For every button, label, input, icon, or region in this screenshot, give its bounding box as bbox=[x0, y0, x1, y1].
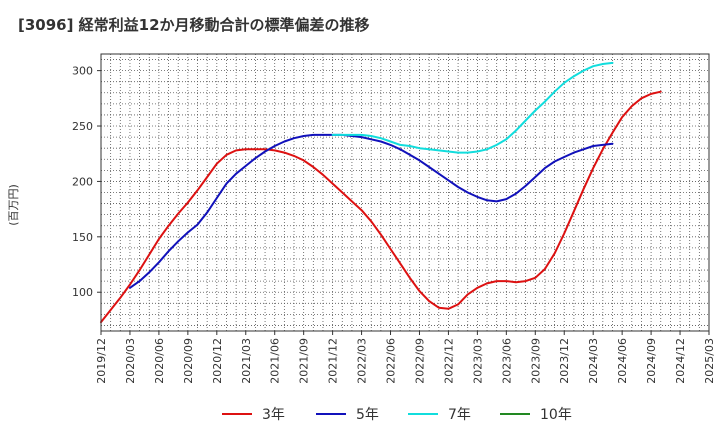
x-tick-label: 2022/09 bbox=[413, 338, 426, 384]
legend-label-3: 7年 bbox=[448, 407, 471, 423]
y-tick-label: 200 bbox=[72, 175, 93, 188]
y-tick-label: 100 bbox=[72, 286, 93, 299]
x-tick-label: 2024/12 bbox=[674, 338, 687, 384]
series-line-3 bbox=[331, 61, 614, 154]
x-tick-label: 2021/06 bbox=[269, 338, 282, 384]
legend-label-1: 3年 bbox=[262, 407, 285, 423]
chart-title: [3096] 経常利益12か月移動合計の標準偏差の推移 bbox=[18, 16, 370, 34]
plot-area-frame bbox=[100, 53, 710, 332]
x-tick-label: 2024/03 bbox=[587, 338, 600, 384]
series-lines bbox=[100, 61, 662, 324]
y-tick-label: 300 bbox=[72, 65, 93, 78]
x-tick-label: 2021/03 bbox=[240, 338, 253, 384]
x-tick-label: 2022/12 bbox=[442, 338, 455, 384]
x-tick-label: 2023/09 bbox=[529, 338, 542, 384]
x-tick-label: 2021/12 bbox=[327, 338, 340, 384]
x-tick-label: 2023/03 bbox=[471, 338, 484, 384]
x-tick-label: 2022/06 bbox=[385, 338, 398, 384]
x-tick-label: 2024/09 bbox=[645, 338, 658, 384]
legend-label-4: 10年 bbox=[540, 407, 572, 423]
x-tick-label: 2019/12 bbox=[95, 338, 108, 384]
y-tick-label: 250 bbox=[72, 120, 93, 133]
y-axis-label: (百万円) bbox=[7, 184, 20, 226]
x-tick-label: 2020/12 bbox=[211, 338, 224, 384]
x-tick-label: 2021/09 bbox=[298, 338, 311, 384]
x-tick-label: 2020/09 bbox=[182, 338, 195, 384]
x-tick-label: 2020/03 bbox=[124, 338, 137, 384]
x-axis-ticks: 2019/12 2020/03 2020/06 2020/09 2020/12 2021/… bbox=[95, 331, 716, 384]
x-tick-label: 2023/06 bbox=[500, 338, 513, 384]
series-line-1 bbox=[100, 90, 662, 324]
legend: 3年 5年 7年 10年 bbox=[222, 407, 572, 423]
x-tick-label: 2020/06 bbox=[153, 338, 166, 384]
x-tick-label: 2025/03 bbox=[703, 338, 716, 384]
x-tick-label: 2023/12 bbox=[558, 338, 571, 384]
x-tick-label: 2024/06 bbox=[616, 338, 629, 384]
x-tick-label: 2022/03 bbox=[356, 338, 369, 384]
series-line-2 bbox=[129, 133, 614, 289]
y-tick-label: 150 bbox=[72, 231, 93, 244]
legend-label-2: 5年 bbox=[356, 407, 379, 423]
grid bbox=[101, 54, 709, 331]
y-axis-ticks: 100 150 200 250 300 bbox=[72, 65, 101, 299]
